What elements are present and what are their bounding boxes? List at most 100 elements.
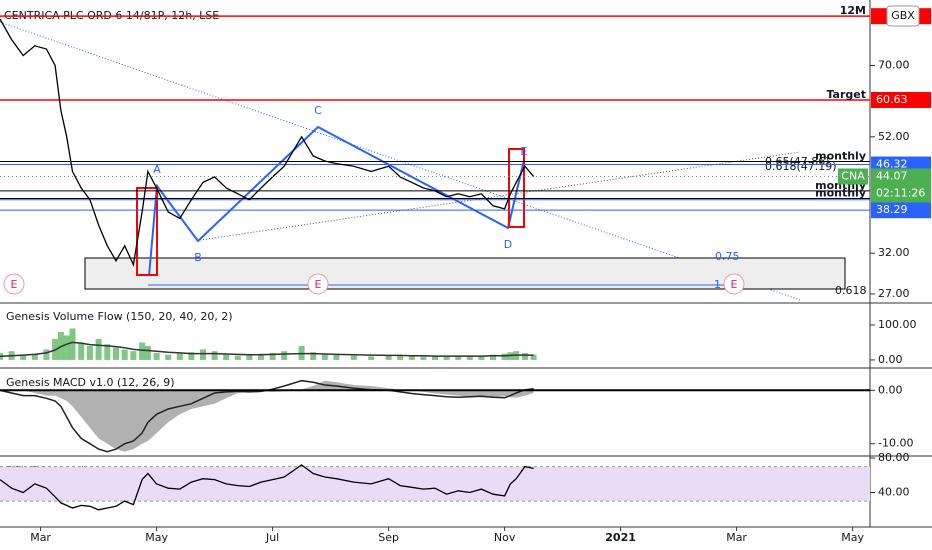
price-axis — [870, 0, 932, 550]
panel-title: Genesis Volume Flow (150, 20, 40, 20, 2) — [6, 310, 233, 323]
x-tick-label: Nov — [494, 531, 516, 544]
price-line — [0, 18, 535, 267]
volume-bar — [490, 354, 496, 360]
volume-bar — [321, 353, 328, 360]
volume-bar — [333, 354, 340, 360]
y-tick-label: 100.00 — [878, 318, 917, 331]
volume-bar — [86, 345, 93, 360]
y-tick-label: 70.00 — [878, 59, 910, 72]
volume-bar — [466, 356, 473, 360]
price-tag — [871, 168, 931, 203]
x-tick-label: Sep — [378, 531, 399, 544]
volume-bar — [455, 356, 462, 360]
volume-bar — [234, 355, 241, 360]
volume-bar — [478, 355, 485, 360]
volume-bar — [188, 352, 195, 360]
volume-bar — [269, 352, 276, 360]
cycle-label: E — [731, 278, 738, 291]
x-tick-label: May — [145, 531, 168, 544]
price-tag — [871, 91, 931, 108]
volume-bar — [246, 355, 253, 360]
volume-bar — [350, 355, 357, 360]
x-tick-label: 2021 — [605, 531, 636, 544]
y-tick-label: 32.00 — [878, 246, 910, 259]
point-label: C — [314, 104, 322, 117]
x-tick-label: May — [841, 531, 864, 544]
volume-bar — [420, 356, 427, 360]
y-tick-label: 27.00 — [878, 287, 910, 300]
volume-bar — [200, 349, 206, 360]
volume-line — [0, 341, 534, 358]
fib-label: 1 — [714, 278, 721, 291]
highlight-box — [508, 148, 525, 228]
volume-bar — [78, 342, 85, 360]
volume-bar — [165, 354, 172, 360]
fib-label: 0.618 — [835, 284, 867, 297]
level-label: Target — [826, 88, 866, 101]
volume-bar — [95, 338, 102, 360]
level-label: monthly — [815, 150, 866, 163]
y-tick-label: -10.00 — [878, 437, 913, 450]
fib-label: 0.618(47.19) — [765, 160, 837, 173]
volume-bar — [385, 355, 392, 360]
y-tick-label: 0.00 — [878, 383, 903, 396]
volume-bar — [281, 351, 288, 360]
cycle-label: E — [315, 278, 322, 291]
volume-bar — [211, 351, 218, 360]
volume-bar — [501, 353, 508, 360]
cycle-marker — [3, 273, 25, 295]
price-tag-label: 44.07 — [876, 169, 908, 182]
volume-bar — [176, 353, 183, 360]
volume-bar — [368, 356, 375, 360]
macd-line — [0, 379, 534, 453]
volume-bar — [144, 345, 151, 360]
x-tick-label: Jul — [265, 531, 279, 544]
cycle-label: E — [11, 278, 18, 291]
cycle-marker — [307, 273, 329, 295]
volume-bar — [223, 354, 230, 360]
currency-button[interactable] — [886, 5, 920, 27]
level-label: monthly — [815, 187, 866, 200]
highlight-box — [136, 187, 158, 276]
volume-bar — [310, 352, 317, 360]
volume-bar — [104, 344, 111, 360]
volume-bar — [139, 342, 146, 360]
y-tick-label: 80.00 — [878, 451, 910, 464]
volume-bar — [113, 347, 119, 360]
trend-line — [0, 21, 801, 301]
point-label: D — [504, 238, 512, 251]
macd-area — [0, 380, 534, 452]
price-tag-label: 60.63 — [876, 93, 908, 106]
volume-bar — [258, 353, 264, 360]
symbol-tag-label: CNA — [841, 169, 865, 182]
rsi-line — [0, 464, 534, 511]
y-tick-label: 40.00 — [878, 486, 910, 499]
volume-bar — [530, 354, 537, 360]
volume-bar — [20, 354, 27, 360]
harmonic-pattern — [148, 125, 525, 277]
point-label: E — [521, 145, 528, 158]
price-tag-label: 46.32 — [876, 158, 908, 171]
price-tag — [871, 202, 931, 219]
trend-line — [199, 151, 801, 241]
volume-bar — [130, 351, 137, 360]
volume-bar — [31, 353, 38, 360]
panel-title: Genesis MACD v1.0 (12, 26, 9) — [6, 376, 175, 389]
volume-bar — [63, 335, 70, 360]
volume-bar — [521, 352, 528, 360]
volume-bar — [121, 349, 128, 360]
x-tick-label: Mar — [726, 531, 747, 544]
y-tick-label: 52.00 — [878, 130, 910, 143]
price-tag-label: 38.29 — [876, 203, 908, 216]
point-label: B — [194, 251, 202, 264]
volume-bar — [408, 356, 415, 360]
y-tick-label: 0.00 — [878, 353, 903, 366]
volume-bar — [69, 328, 76, 360]
countdown: 02:11:26 — [876, 186, 925, 199]
currency-button-label[interactable]: GBX — [891, 9, 915, 22]
zone-box — [84, 257, 846, 290]
volume-bar — [432, 356, 438, 360]
volume-bar — [43, 349, 50, 360]
level-label: 12M — [840, 4, 866, 17]
